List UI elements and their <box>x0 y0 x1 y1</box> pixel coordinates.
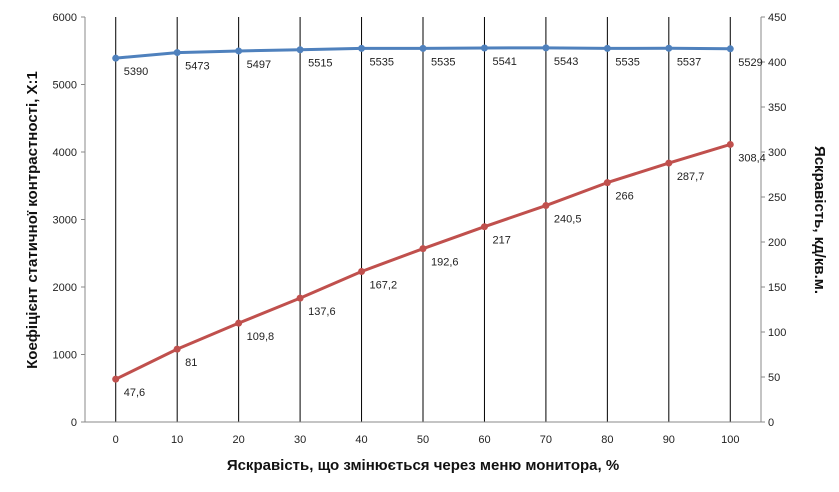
series-0-point-9 <box>665 44 673 52</box>
left-tick-label-0: 0 <box>71 417 77 429</box>
left-tick-label-4: 4000 <box>53 147 77 159</box>
series-0-label-10: 5529 <box>738 57 762 69</box>
series-1-label-9: 287,7 <box>677 171 705 183</box>
series-0-label-4: 5535 <box>370 56 394 68</box>
series-1-label-1: 81 <box>185 357 197 369</box>
x-tick-label-1: 10 <box>171 434 183 446</box>
series-0-point-6 <box>480 44 488 52</box>
series-1-point-9 <box>665 159 673 167</box>
series-1-label-4: 167,2 <box>370 280 398 292</box>
left-tick-label-2: 2000 <box>53 282 77 294</box>
x-tick-label-10: 100 <box>721 434 739 446</box>
x-axis-title: Яскравість, що змінюється через меню мон… <box>227 457 619 474</box>
x-tick-label-6: 60 <box>478 434 490 446</box>
right-tick-label-0: 0 <box>768 417 774 429</box>
series-0-label-7: 5543 <box>554 56 578 68</box>
right-tick-label-1: 50 <box>768 372 780 384</box>
left-axis-ticks: 0 1000 2000 3000 4000 5000 6000 <box>53 12 85 429</box>
series-1-point-0 <box>112 375 120 383</box>
x-axis-ticks: 0 10 20 30 40 50 60 70 80 90 100 <box>113 434 740 446</box>
x-tick-label-3: 30 <box>294 434 306 446</box>
right-tick-label-7: 350 <box>768 102 786 114</box>
series-1-label-2: 109,8 <box>247 331 275 343</box>
series-0-point-7 <box>542 44 550 52</box>
data-labels: 5390 5473 5497 5515 5535 5535 5541 5543 5535 5537… <box>124 56 766 399</box>
right-tick-label-4: 200 <box>768 237 786 249</box>
series-1-label-3: 137,6 <box>308 306 336 318</box>
series-0-label-3: 5515 <box>308 58 332 70</box>
series-0-point-8 <box>603 44 611 52</box>
x-tick-label-8: 80 <box>601 434 613 446</box>
right-axis-title: Яскравість, кд/кв.м. <box>811 146 828 294</box>
series-0-point-3 <box>296 46 304 54</box>
series-1-point-3 <box>296 294 304 302</box>
left-axis-title: Коефіцієнт статичної контрастності, Х:1 <box>24 71 41 369</box>
x-tick-label-7: 70 <box>540 434 552 446</box>
series-1-label-5: 192,6 <box>431 257 459 269</box>
x-tick-label-5: 50 <box>417 434 429 446</box>
x-tick-label-2: 20 <box>233 434 245 446</box>
right-tick-label-6: 300 <box>768 147 786 159</box>
grid <box>115 17 731 422</box>
left-tick-label-3: 3000 <box>53 215 77 227</box>
series-1-point-5 <box>419 245 427 253</box>
series-0-label-5: 5535 <box>431 56 455 68</box>
series-1-point-2 <box>235 319 243 327</box>
series-1-label-10: 308,4 <box>738 152 766 164</box>
series-1-point-1 <box>173 345 181 353</box>
series-1-label-8: 266 <box>615 191 633 203</box>
series-0-label-1: 5473 <box>185 61 209 73</box>
series-1-point-10 <box>726 140 734 148</box>
right-axis-ticks: 0 50 100 150 200 250 300 350 400 450 <box>761 12 786 429</box>
series <box>112 44 734 383</box>
right-tick-label-3: 150 <box>768 282 786 294</box>
series-0-point-10 <box>726 45 734 53</box>
series-1-point-4 <box>358 268 366 276</box>
left-tick-label-1: 1000 <box>53 350 77 362</box>
series-1-point-6 <box>480 223 488 231</box>
series-0-point-4 <box>358 44 366 52</box>
series-1-point-8 <box>603 179 611 187</box>
right-tick-label-9: 450 <box>768 12 786 24</box>
series-0-label-8: 5535 <box>615 56 639 68</box>
left-tick-label-6: 6000 <box>53 12 77 24</box>
series-0-label-9: 5537 <box>677 56 701 68</box>
series-0-point-1 <box>173 49 181 57</box>
series-1-label-0: 47,6 <box>124 387 145 399</box>
series-0-label-6: 5541 <box>492 56 516 68</box>
right-tick-label-2: 100 <box>768 327 786 339</box>
series-1-label-6: 217 <box>492 235 510 247</box>
series-0-label-0: 5390 <box>124 66 148 78</box>
series-0-point-2 <box>235 47 243 55</box>
right-tick-label-8: 400 <box>768 57 786 69</box>
left-tick-label-5: 5000 <box>53 80 77 92</box>
series-1-point-7 <box>542 202 550 210</box>
series-0-label-2: 5497 <box>247 59 271 71</box>
x-tick-label-9: 90 <box>663 434 675 446</box>
x-tick-label-0: 0 <box>113 434 119 446</box>
series-1-label-7: 240,5 <box>554 214 582 226</box>
series-0-point-5 <box>419 44 427 52</box>
x-tick-label-4: 40 <box>355 434 367 446</box>
series-0-point-0 <box>112 54 120 62</box>
right-tick-label-5: 250 <box>768 192 786 204</box>
